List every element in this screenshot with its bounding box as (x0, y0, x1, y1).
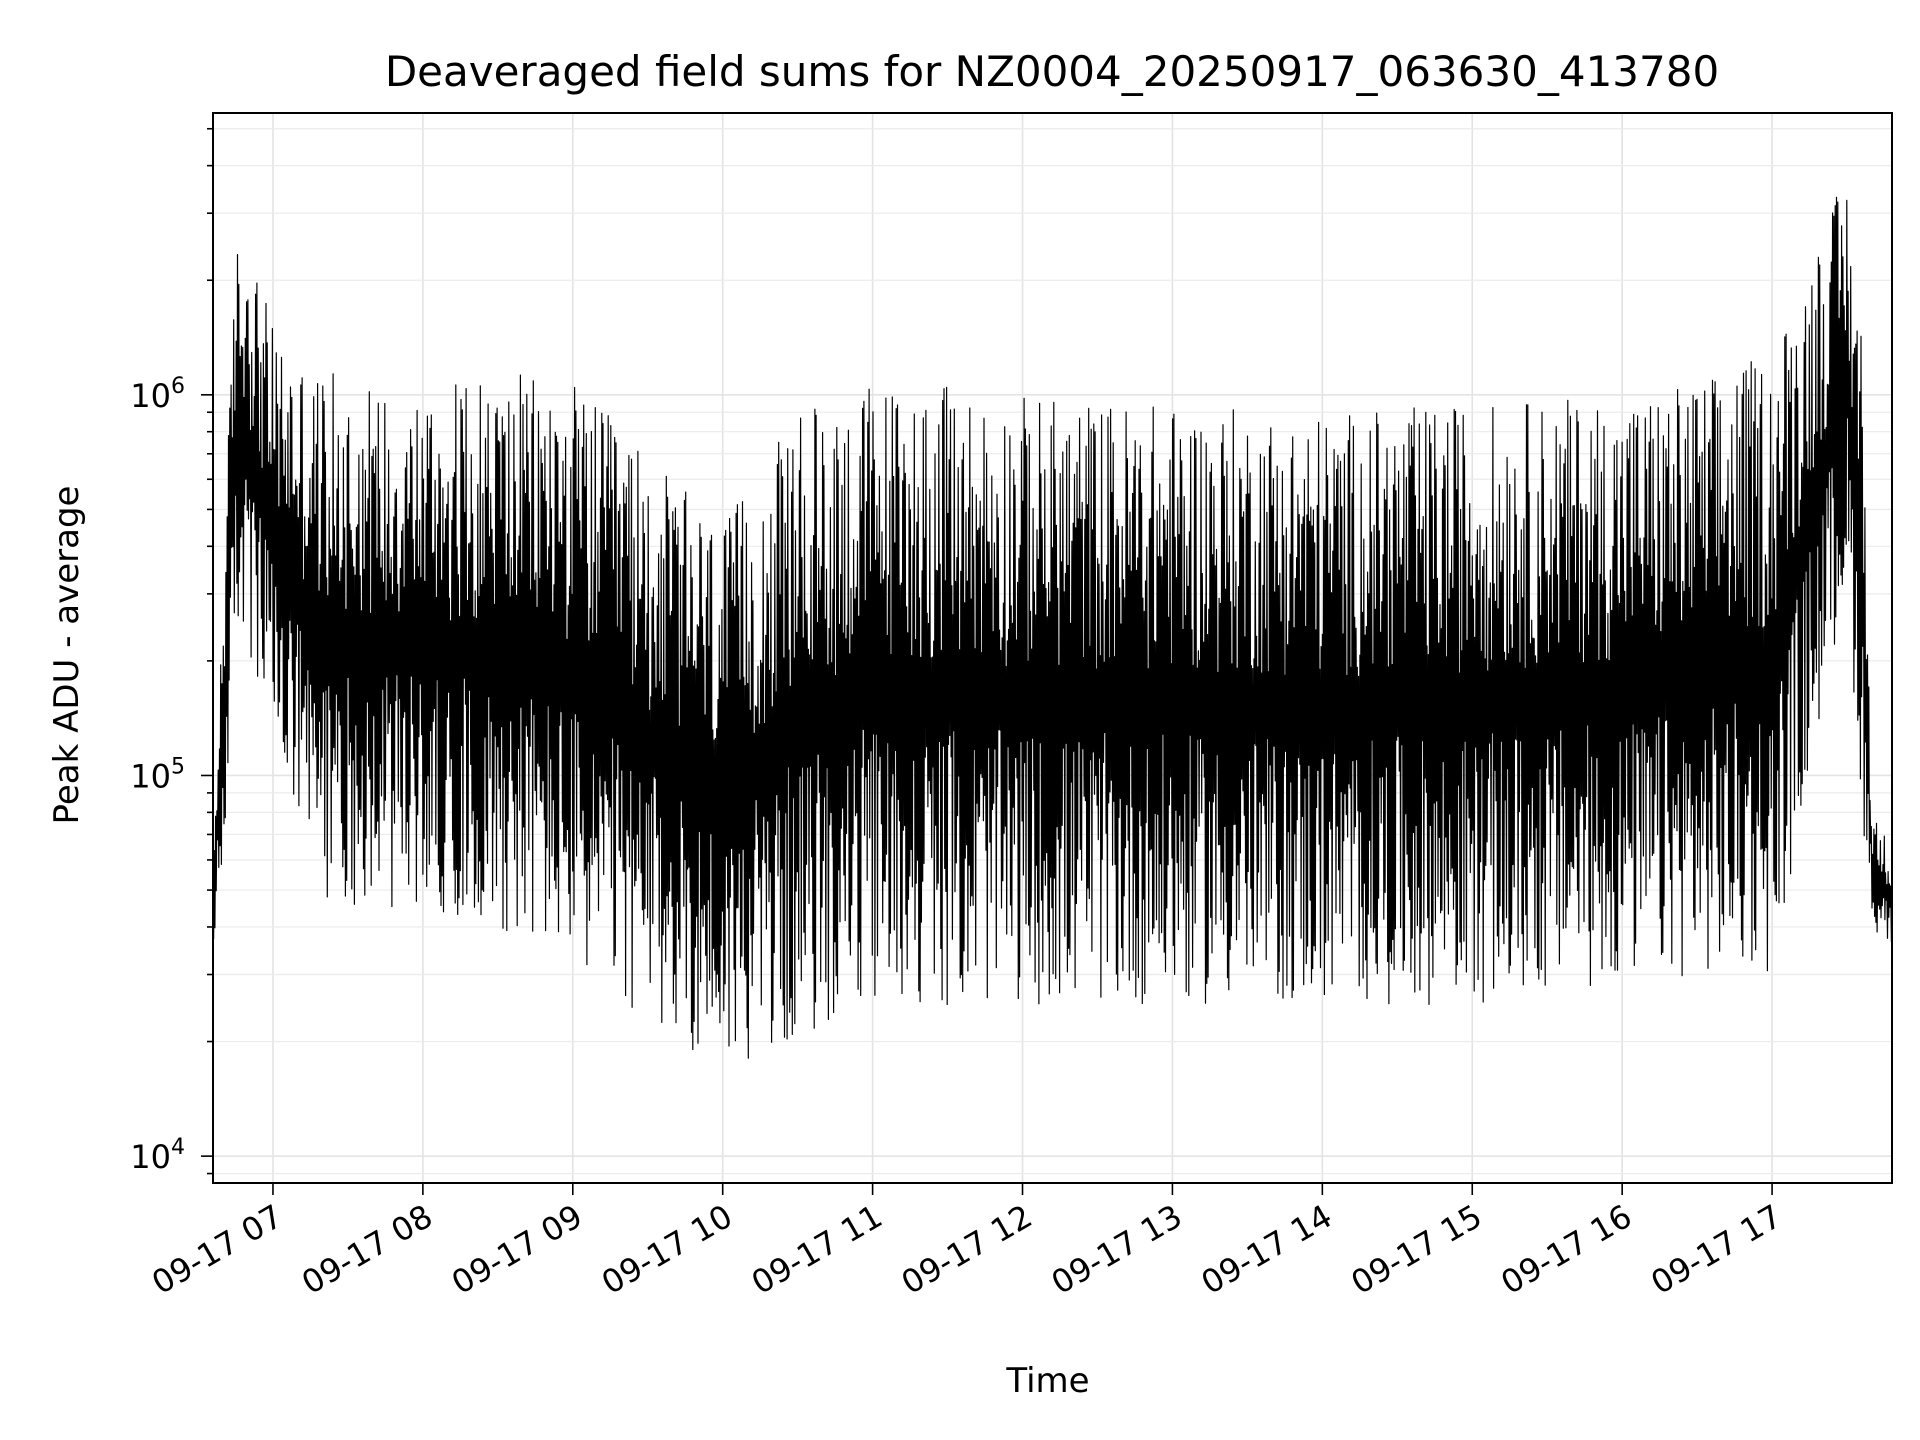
x-axis-label: Time (1005, 1361, 1089, 1401)
x-tick-label: 09-17 08 (295, 1197, 439, 1302)
x-tick-label: 09-17 09 (445, 1197, 589, 1302)
plot-frame (212, 112, 1893, 1184)
x-axis: 09-17 07 09-17 08 09-17 09 09-17 10 09-17 11… (145, 1183, 1788, 1302)
y-tick-label-base: 10 (130, 757, 171, 795)
x-tick-label: 09-17 17 (1644, 1197, 1788, 1302)
y-tick-label: 105 (130, 754, 185, 795)
y-tick-label: 104 (130, 1135, 185, 1176)
x-tick-label: 09-17 11 (745, 1197, 889, 1302)
x-tick-label: 09-17 16 (1495, 1197, 1639, 1302)
x-tick-label: 09-17 10 (595, 1197, 739, 1302)
x-tick-label: 09-17 14 (1195, 1197, 1339, 1302)
y-axis-label: Peak ADU - average (47, 486, 87, 825)
y-tick-label-exponent: 6 (171, 374, 185, 399)
y-tick-label: 106 (130, 374, 185, 415)
y-tick-label-base: 10 (130, 377, 171, 415)
x-tick-label: 09-17 15 (1345, 1197, 1489, 1302)
x-tick-label: 09-17 13 (1045, 1197, 1189, 1302)
chart-title: Deaveraged field sums for NZ0004_2025091… (385, 47, 1719, 96)
x-tick-label: 09-17 12 (895, 1197, 1039, 1302)
y-tick-label-exponent: 5 (171, 754, 185, 779)
y-tick-label-exponent: 4 (171, 1135, 185, 1160)
y-tick-label-base: 10 (130, 1138, 171, 1176)
series-line (212, 196, 1893, 1059)
x-tick-label: 09-17 07 (145, 1197, 289, 1302)
series-layer (212, 196, 1893, 1059)
